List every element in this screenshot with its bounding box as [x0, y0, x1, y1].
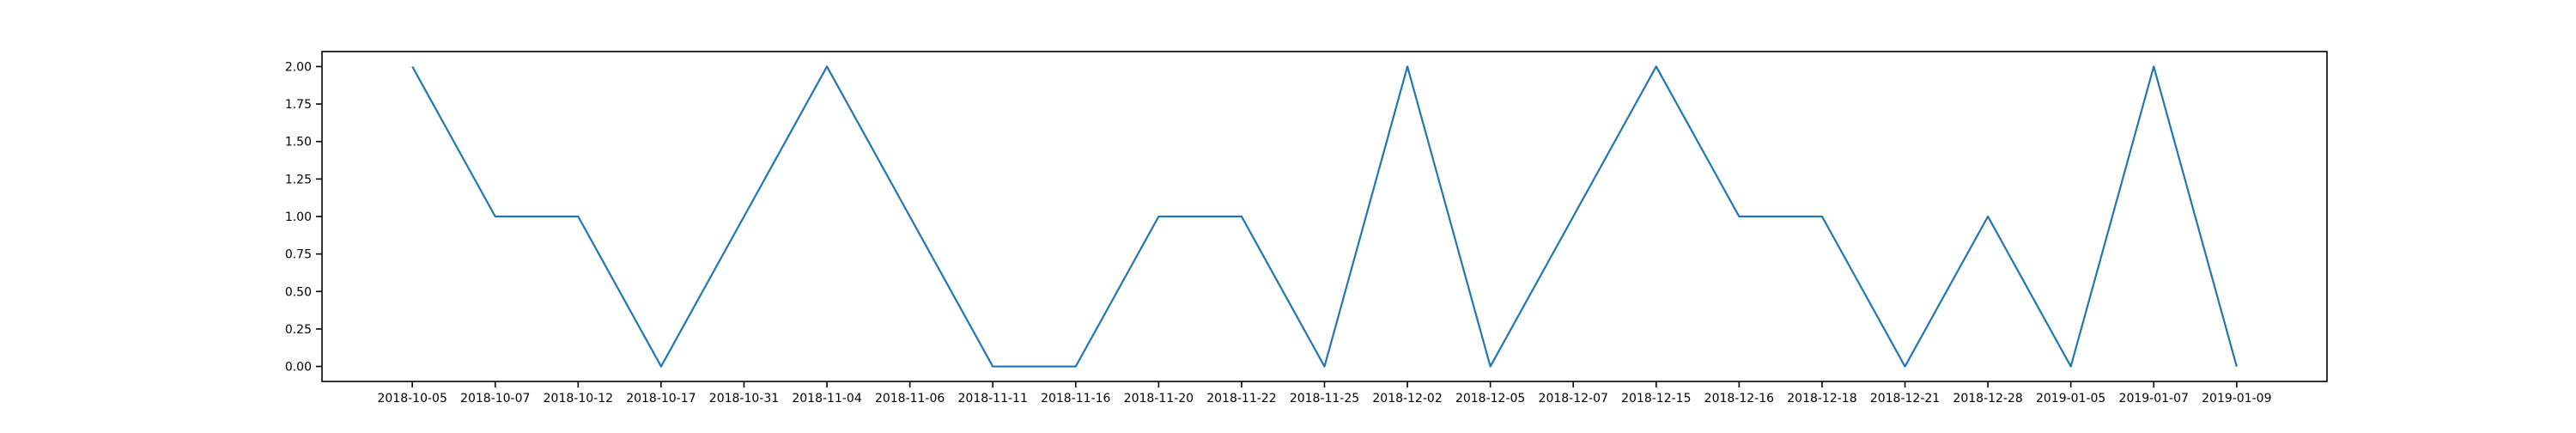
x-tick-label: 2018-10-31 [709, 392, 779, 406]
x-tick-label: 2018-12-21 [1870, 392, 1940, 406]
y-tick-label: 1.25 [285, 173, 312, 186]
x-tick-label: 2018-12-02 [1372, 392, 1442, 406]
y-tick-label: 0.50 [285, 285, 312, 299]
x-tick-label: 2018-10-05 [377, 392, 447, 406]
y-tick-label: 0.75 [285, 248, 312, 262]
y-tick-label: 1.75 [285, 98, 312, 112]
x-tick-label: 2018-12-18 [1787, 392, 1856, 406]
series-layer [411, 65, 2238, 368]
x-tick-label: 2018-11-04 [792, 392, 861, 406]
x-tick-label: 2018-12-28 [1953, 392, 2022, 406]
plot-frame [321, 51, 2328, 382]
x-tick-label: 2018-12-15 [1621, 392, 1691, 406]
x-tick-label: 2018-12-07 [1539, 392, 1608, 406]
x-tick-label: 2019-01-07 [2119, 392, 2189, 406]
y-tick-label: 2.00 [285, 60, 312, 74]
x-tick-label: 2018-11-16 [1041, 392, 1110, 406]
x-tick-label: 2018-11-25 [1290, 392, 1359, 406]
y-tick-label: 1.50 [285, 136, 312, 149]
x-tick-label: 2018-10-17 [626, 392, 696, 406]
x-tick-label: 2018-10-07 [460, 392, 530, 406]
x-tick-label: 2018-10-12 [544, 392, 613, 406]
axes-layer: 0.00 0.25 0.50 0.75 1.00 1.25 1.50 1.75 2.00 2018… [285, 60, 2272, 406]
x-tick-label: 2018-11-06 [875, 392, 945, 406]
x-tick-label: 2018-11-20 [1124, 392, 1194, 406]
series-line-0 [411, 65, 2238, 368]
x-tick-label: 2018-12-16 [1704, 392, 1774, 406]
x-tick-label: 2019-01-09 [2202, 392, 2271, 406]
y-tick-label: 1.00 [285, 210, 312, 224]
x-tick-label: 2018-11-22 [1206, 392, 1276, 406]
x-tick-label: 2019-01-05 [2036, 392, 2105, 406]
y-tick-label: 0.25 [285, 323, 312, 337]
x-tick-label: 2018-11-11 [958, 392, 1028, 406]
y-tick-label: 0.00 [285, 361, 312, 375]
x-tick-label: 2018-12-05 [1455, 392, 1525, 406]
